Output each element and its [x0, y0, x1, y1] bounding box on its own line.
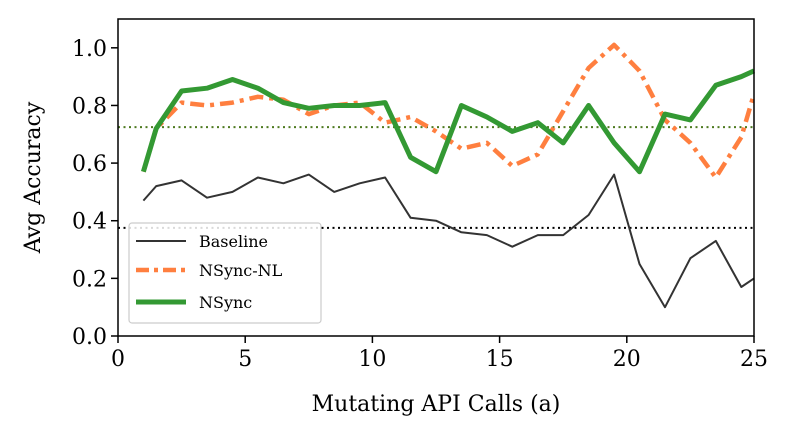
x-tick-label: 15	[486, 347, 514, 372]
x-tick-label: 10	[358, 347, 386, 372]
x-axis-ticks: 0 5 10 15 20 25	[111, 336, 768, 372]
y-tick-label: 0.0	[72, 325, 107, 350]
reference-lines	[118, 126, 754, 229]
y-tick-label: 1.0	[72, 37, 107, 62]
y-axis-label: Avg Accuracy	[21, 101, 46, 254]
y-tick-label: 0.8	[72, 94, 107, 119]
legend-label-nsync-nl: NSync-NL	[199, 261, 283, 280]
x-tick-label: 20	[613, 347, 641, 372]
y-axis-ticks: 0.0 0.2 0.4 0.6 0.8 1.0	[72, 37, 118, 350]
legend-label-nsync: NSync	[199, 293, 252, 312]
y-tick-label: 0.6	[72, 152, 107, 177]
x-tick-label: 25	[740, 347, 768, 372]
x-tick-label: 0	[111, 347, 125, 372]
series-line-baseline	[142, 173, 755, 309]
legend: Baseline NSync-NL NSync	[128, 222, 322, 324]
plot-area-frame	[117, 18, 755, 337]
series-line-nsync	[141, 68, 756, 175]
y-tick-label: 0.4	[72, 210, 107, 235]
series-lines	[141, 42, 757, 309]
legend-label-baseline: Baseline	[199, 232, 268, 251]
x-tick-label: 5	[238, 347, 252, 372]
legend-box	[128, 222, 322, 324]
x-axis-label: Mutating API Calls (a)	[312, 392, 561, 417]
series-line-nsync-nl	[141, 42, 757, 180]
y-tick-label: 0.2	[72, 267, 107, 292]
